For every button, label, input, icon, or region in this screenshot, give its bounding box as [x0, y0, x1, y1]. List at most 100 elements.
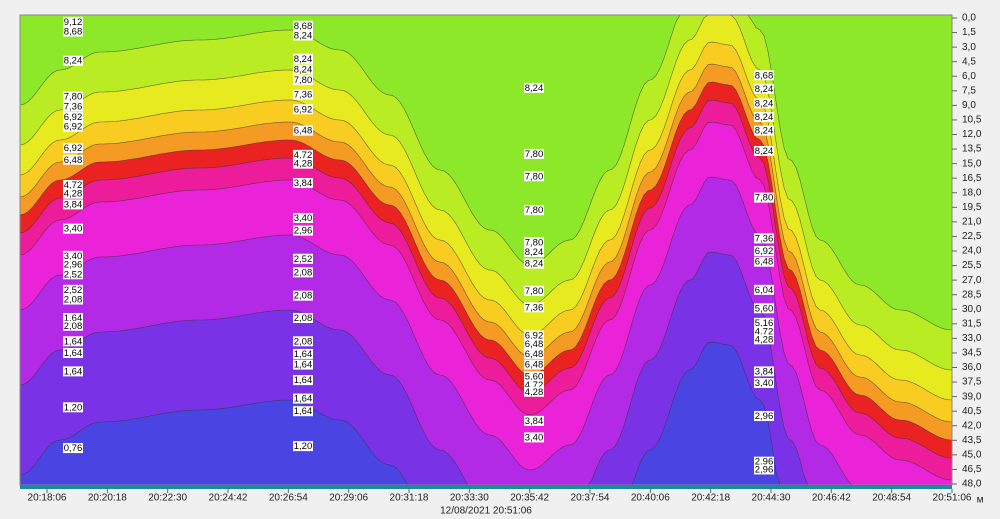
contour-label-box	[293, 104, 313, 115]
contour-label-box	[63, 320, 83, 331]
y-tick-label: 10,5	[962, 115, 982, 126]
contour-label-box	[524, 237, 544, 248]
contour-label: 6,48	[525, 339, 544, 350]
contour-label-box	[754, 411, 774, 422]
contour-label-box	[524, 379, 544, 390]
y-tick-label: 27,0	[962, 275, 982, 286]
contour-label-box	[63, 347, 83, 358]
y-tick-label: 16,5	[962, 173, 982, 184]
contour-label: 8,24	[755, 126, 774, 137]
y-tick-label: 19,5	[962, 202, 982, 213]
contour-label-box	[293, 393, 313, 404]
contour-label-box	[63, 188, 83, 199]
contour-label: 1,64	[294, 360, 313, 371]
contour-label-box	[754, 317, 774, 328]
contour-label-box	[293, 290, 313, 301]
contour-label-box	[63, 112, 83, 123]
contour-label-box	[63, 16, 83, 27]
x-tick-label: 20:20:18	[88, 493, 127, 504]
contour-label-box	[524, 371, 544, 382]
contour-label-box	[293, 212, 313, 223]
contour-label: 6,92	[64, 143, 83, 154]
contour-label-box	[293, 312, 313, 323]
contour-label-box	[754, 233, 774, 244]
contour-label-box	[754, 284, 774, 295]
contour-label: 3,40	[64, 251, 83, 262]
contour-label-box	[63, 179, 83, 190]
contour-label: 2,08	[64, 321, 83, 332]
contour-label-box	[754, 83, 774, 94]
x-tick-label: 20:22:30	[148, 493, 187, 504]
y-tick-label: 31,5	[962, 318, 982, 329]
contour-label: 2,96	[294, 226, 313, 237]
contour-label: 7,80	[525, 237, 544, 248]
contour-label: 3,40	[294, 213, 313, 224]
contour-label-box	[524, 302, 544, 313]
contour-label: 8,24	[294, 30, 313, 41]
contour-label-box	[63, 269, 83, 280]
contour-label-box	[63, 294, 83, 305]
contour-label-box	[754, 246, 774, 256]
contour-label: 6,92	[64, 112, 83, 123]
contour-label: 6,92	[755, 246, 774, 257]
contour-label: 1,64	[64, 336, 83, 347]
contour-label: 2,08	[294, 336, 313, 347]
x-tick-label: 20:31:18	[390, 493, 429, 504]
contour-label-box	[754, 326, 774, 337]
contour-label: 2,08	[294, 313, 313, 324]
contour-label-box	[293, 225, 313, 236]
contour-label: 9,12	[64, 17, 83, 28]
contour-label-box	[524, 339, 544, 350]
y-tick-label: 34,5	[962, 348, 982, 359]
contour-label: 3,40	[64, 224, 83, 235]
contour-label-box	[293, 406, 313, 417]
x-tick-label: 20:33:30	[450, 493, 489, 504]
contour-label-box	[754, 303, 774, 314]
contour-label: 1,20	[294, 441, 313, 452]
contour-label-box	[754, 112, 774, 123]
contour-label: 8,24	[294, 64, 313, 75]
y-tick-label: 37,5	[962, 377, 982, 388]
contour-label-box	[524, 148, 544, 159]
contour-label: 1,64	[64, 348, 83, 359]
contour-label-box	[524, 348, 544, 359]
y-tick-label: 13,5	[962, 144, 982, 155]
contour-label: 8,68	[64, 27, 83, 38]
y-tick-label: 9,0	[962, 100, 976, 111]
contour-label-box	[293, 64, 313, 75]
contour-label-box	[524, 386, 544, 397]
contour-label-box	[63, 259, 83, 270]
x-tick-label: 20:26:54	[269, 493, 308, 504]
contour-label: 7,80	[294, 75, 313, 86]
contour-label-box	[293, 359, 313, 370]
x-label: 12/08/2021 20:51:06	[440, 506, 532, 517]
contour-label: 7,36	[755, 233, 774, 244]
heatmap-field	[19, 14, 953, 486]
contour-label-box	[754, 456, 774, 467]
contour-label: 8,24	[755, 146, 774, 157]
contour-label: 8,24	[755, 84, 774, 95]
y-tick-label: 30,0	[962, 304, 982, 315]
contour-label-box	[293, 149, 313, 160]
y-tick-label: 18,0	[962, 187, 982, 198]
contour-label: 1,64	[64, 366, 83, 377]
contour-label: 3,40	[525, 432, 544, 443]
contour-label: 6,48	[64, 155, 83, 166]
contour-label-box	[524, 82, 544, 93]
y-tick-label: 33,0	[962, 333, 982, 344]
contour-label: 8,24	[525, 259, 544, 270]
contour-label: 6,48	[294, 126, 313, 137]
contour-label: 4,28	[64, 189, 83, 200]
y-tick-label: 15,0	[962, 158, 982, 169]
contour-label: 1,64	[294, 375, 313, 386]
y-tick-label: 46,5	[962, 464, 982, 475]
contour-label: 2,96	[755, 464, 774, 475]
x-tick-label: 20:51:06	[933, 493, 972, 504]
contour-label-box	[63, 101, 83, 112]
contour-label: 2,08	[64, 295, 83, 306]
contour-label: 3,40	[755, 378, 774, 389]
contour-label-box	[63, 154, 83, 165]
y-tick-label: 1,5	[962, 27, 976, 38]
contour-label-box	[524, 330, 544, 341]
y-tick-label: 24,0	[962, 246, 982, 257]
